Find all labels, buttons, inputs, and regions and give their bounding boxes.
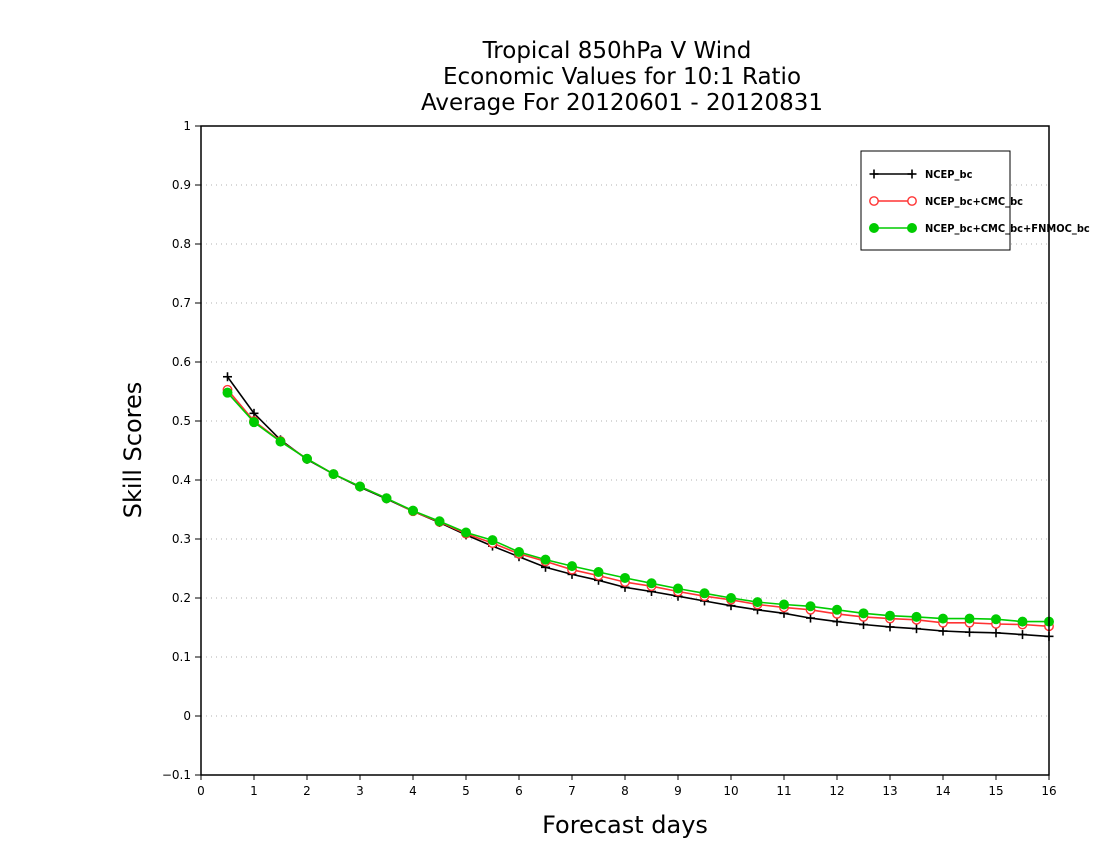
x-axis-label: Forecast days bbox=[542, 811, 708, 839]
data-point bbox=[912, 624, 921, 634]
data-point bbox=[991, 628, 1001, 638]
data-point bbox=[408, 505, 418, 516]
y-axis-label: Skill Scores bbox=[119, 382, 147, 519]
data-series bbox=[222, 372, 1054, 641]
data-point bbox=[885, 622, 895, 632]
data-point bbox=[646, 578, 657, 589]
data-point bbox=[434, 516, 445, 527]
data-point bbox=[222, 387, 233, 398]
data-point bbox=[991, 614, 1001, 625]
data-point bbox=[673, 583, 683, 594]
legend-label: NCEP_bc+CMC_bc bbox=[925, 195, 1023, 208]
legend-marker bbox=[869, 223, 879, 233]
x-tick-label: 13 bbox=[882, 784, 897, 798]
x-tick-label: 12 bbox=[829, 784, 844, 798]
data-point bbox=[858, 608, 869, 619]
y-tick-label: 0.4 bbox=[172, 473, 191, 487]
legend-entry: NCEP_bc+CMC_bc+FNMOC_bc bbox=[869, 222, 1090, 235]
legend-marker bbox=[907, 196, 917, 206]
y-tick-label: 0.3 bbox=[172, 532, 191, 546]
data-point bbox=[461, 527, 471, 538]
y-tick-label: 0 bbox=[183, 709, 191, 723]
legend-entry: NCEP_bc bbox=[869, 168, 973, 181]
x-tick-label: 3 bbox=[356, 784, 364, 798]
data-point bbox=[328, 469, 339, 480]
data-point bbox=[938, 626, 948, 636]
x-tick-label: 11 bbox=[776, 784, 791, 798]
data-point bbox=[911, 611, 922, 622]
chart-title: Tropical 850hPa V Wind Economic Values f… bbox=[421, 38, 823, 116]
data-point bbox=[699, 588, 710, 599]
y-tick-label: 1 bbox=[183, 119, 191, 133]
data-point bbox=[620, 572, 630, 583]
legend-entries: NCEP_bc NCEP_bc+CMC_bc NCEP_bc+CMC_bc+FNMO… bbox=[869, 168, 1090, 235]
data-point bbox=[965, 627, 974, 637]
data-point bbox=[1018, 630, 1027, 640]
data-point bbox=[302, 453, 312, 464]
x-tick-label: 10 bbox=[723, 784, 738, 798]
legend-marker bbox=[907, 169, 917, 179]
y-tick-label: 0.1 bbox=[172, 650, 191, 664]
data-point bbox=[223, 372, 232, 382]
x-tick-label: 6 bbox=[515, 784, 523, 798]
y-tick-label: 0.8 bbox=[172, 237, 191, 251]
chart-title-line-2: Economic Values for 10:1 Ratio bbox=[443, 64, 801, 90]
legend: NCEP_bc NCEP_bc+CMC_bc NCEP_bc+CMC_bc+FNMO… bbox=[860, 150, 1090, 251]
x-tick-label: 2 bbox=[303, 784, 311, 798]
data-point bbox=[832, 604, 842, 615]
x-tick-label: 1 bbox=[250, 784, 258, 798]
data-point bbox=[593, 567, 604, 578]
x-tick-label: 8 bbox=[621, 784, 629, 798]
x-tick-label: 5 bbox=[462, 784, 470, 798]
x-tick-label: 15 bbox=[988, 784, 1003, 798]
data-point bbox=[964, 613, 975, 624]
chart-title-line-1: Tropical 850hPa V Wind bbox=[482, 38, 752, 64]
y-tick-label: 0.6 bbox=[172, 355, 191, 369]
legend-marker bbox=[869, 169, 879, 179]
series-2 bbox=[222, 387, 1054, 627]
data-point bbox=[885, 610, 895, 621]
data-point bbox=[249, 417, 259, 428]
x-axis-ticks: 0 1 2 3 4 5 6 7 8 9 10 11 12 13 14 15 16 bbox=[197, 775, 1057, 798]
y-tick-label: 0.7 bbox=[172, 296, 191, 310]
data-point bbox=[805, 601, 816, 612]
y-tick-label: −0.1 bbox=[162, 768, 191, 782]
data-point bbox=[779, 599, 789, 610]
plot-area-frame bbox=[200, 125, 1050, 776]
y-axis-ticks: −0.1 0 0.1 0.2 0.3 0.4 0.5 0.6 0.7 0.8 0.9 1 bbox=[162, 119, 201, 782]
legend-marker bbox=[869, 196, 879, 206]
data-point bbox=[567, 561, 577, 572]
data-point bbox=[381, 493, 392, 504]
y-tick-label: 0.5 bbox=[172, 414, 191, 428]
data-point bbox=[514, 546, 524, 557]
legend-entry: NCEP_bc+CMC_bc bbox=[869, 195, 1023, 208]
data-point bbox=[752, 597, 763, 608]
y-tick-label: 0.2 bbox=[172, 591, 191, 605]
data-point bbox=[275, 436, 286, 447]
legend-label: NCEP_bc bbox=[925, 168, 973, 181]
legend-label: NCEP_bc+CMC_bc+FNMOC_bc bbox=[925, 222, 1090, 235]
data-point bbox=[938, 613, 948, 624]
x-tick-label: 16 bbox=[1041, 784, 1056, 798]
data-point bbox=[1017, 616, 1028, 627]
data-point bbox=[540, 554, 551, 565]
chart-title-line-3: Average For 20120601 - 20120831 bbox=[421, 90, 823, 116]
data-point bbox=[355, 481, 365, 492]
x-tick-label: 14 bbox=[935, 784, 950, 798]
data-point bbox=[487, 535, 498, 546]
data-point bbox=[806, 613, 815, 623]
y-tick-label: 0.9 bbox=[172, 178, 191, 192]
x-tick-label: 7 bbox=[568, 784, 576, 798]
x-tick-label: 4 bbox=[409, 784, 417, 798]
legend-marker bbox=[907, 223, 917, 233]
x-tick-label: 9 bbox=[674, 784, 682, 798]
data-point bbox=[726, 593, 736, 603]
x-tick-label: 0 bbox=[197, 784, 205, 798]
